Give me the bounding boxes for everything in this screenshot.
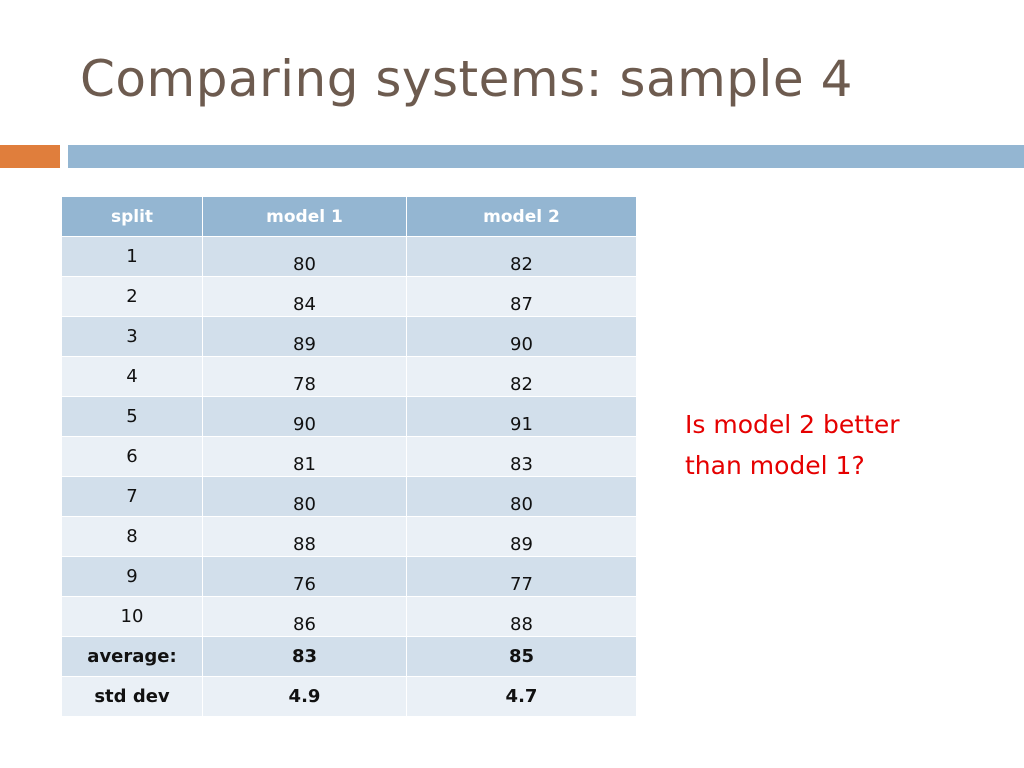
- std-dev-row: std dev 4.9 4.7: [61, 676, 637, 717]
- results-table: split model 1 model 2 1 80 82 2 84 87 3 …: [61, 196, 637, 717]
- table-row: 4 78 82: [61, 356, 637, 397]
- std-dev-model-2: 4.7: [406, 676, 637, 717]
- split-cell: 8: [61, 516, 203, 557]
- std-dev-model-1: 4.9: [202, 676, 407, 717]
- split-cell: 3: [61, 316, 203, 357]
- model-1-cell: 78: [202, 356, 407, 397]
- table-header-row: split model 1 model 2: [61, 196, 637, 237]
- split-cell: 7: [61, 476, 203, 517]
- std-dev-label: std dev: [61, 676, 203, 717]
- model-2-cell: 90: [406, 316, 637, 357]
- model-1-cell: 80: [202, 476, 407, 517]
- average-row: average: 83 85: [61, 636, 637, 677]
- table-row: 6 81 83: [61, 436, 637, 477]
- table-row: 2 84 87: [61, 276, 637, 317]
- model-1-cell: 76: [202, 556, 407, 597]
- average-model-2: 85: [406, 636, 637, 677]
- accent-bar-orange: [0, 145, 60, 168]
- model-1-cell: 86: [202, 596, 407, 637]
- model-2-cell: 83: [406, 436, 637, 477]
- header-split: split: [61, 196, 203, 237]
- header-model-1: model 1: [202, 196, 407, 237]
- split-cell: 2: [61, 276, 203, 317]
- accent-bar-blue: [68, 145, 1024, 168]
- model-2-cell: 82: [406, 236, 637, 277]
- model-2-cell: 91: [406, 396, 637, 437]
- model-1-cell: 80: [202, 236, 407, 277]
- question-text: Is model 2 better than model 1?: [685, 404, 985, 486]
- split-cell: 10: [61, 596, 203, 637]
- model-1-cell: 89: [202, 316, 407, 357]
- slide-title: Comparing systems: sample 4: [80, 50, 853, 108]
- model-2-cell: 89: [406, 516, 637, 557]
- average-label: average:: [61, 636, 203, 677]
- header-model-2: model 2: [406, 196, 637, 237]
- split-cell: 9: [61, 556, 203, 597]
- table-row: 1 80 82: [61, 236, 637, 277]
- average-model-1: 83: [202, 636, 407, 677]
- question-line-1: Is model 2 better: [685, 410, 900, 439]
- table-row: 10 86 88: [61, 596, 637, 637]
- table-row: 9 76 77: [61, 556, 637, 597]
- split-cell: 5: [61, 396, 203, 437]
- model-1-cell: 81: [202, 436, 407, 477]
- model-2-cell: 87: [406, 276, 637, 317]
- model-2-cell: 82: [406, 356, 637, 397]
- split-cell: 6: [61, 436, 203, 477]
- model-1-cell: 90: [202, 396, 407, 437]
- model-2-cell: 77: [406, 556, 637, 597]
- split-cell: 1: [61, 236, 203, 277]
- table-row: 8 88 89: [61, 516, 637, 557]
- model-2-cell: 88: [406, 596, 637, 637]
- table-row: 5 90 91: [61, 396, 637, 437]
- model-1-cell: 84: [202, 276, 407, 317]
- model-1-cell: 88: [202, 516, 407, 557]
- question-line-2: than model 1?: [685, 451, 865, 480]
- table-row: 3 89 90: [61, 316, 637, 357]
- split-cell: 4: [61, 356, 203, 397]
- table-row: 7 80 80: [61, 476, 637, 517]
- model-2-cell: 80: [406, 476, 637, 517]
